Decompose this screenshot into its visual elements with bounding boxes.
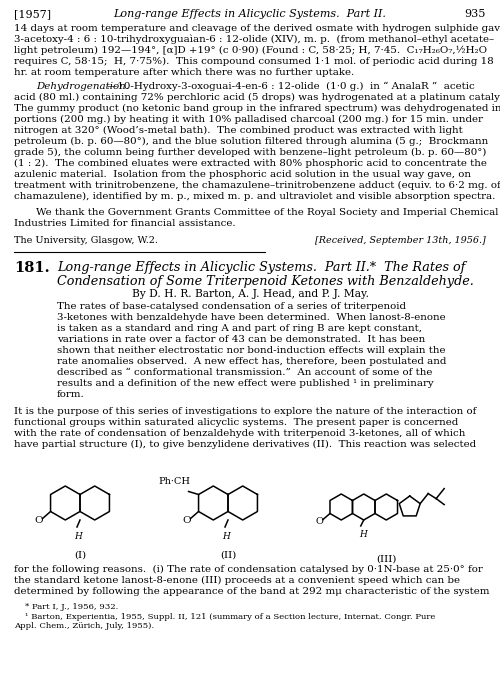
Text: have partial structure (I), to give benzylidene derivatives (II).  This reaction: have partial structure (I), to give benz… (14, 440, 476, 449)
Text: It is the purpose of this series of investigations to explore the nature of the : It is the purpose of this series of inve… (14, 407, 476, 416)
Text: Long-range Effects in Alicyclic Systems.  Part II.*  The Rates of: Long-range Effects in Alicyclic Systems.… (57, 261, 466, 274)
Text: By D. H. R. Barton, A. J. Head, and P. J. May.: By D. H. R. Barton, A. J. Head, and P. J… (132, 289, 368, 299)
Text: 181.: 181. (14, 261, 50, 275)
Text: O: O (315, 517, 323, 526)
Text: described as “ conformational transmission.”  An account of some of the: described as “ conformational transmissi… (57, 368, 432, 377)
Text: Long-range Effects in Alicyclic Systems.  Part II.: Long-range Effects in Alicyclic Systems.… (114, 9, 386, 19)
Text: form.: form. (57, 390, 85, 399)
Text: shown that neither electrostatic nor bond-induction effects will explain the: shown that neither electrostatic nor bon… (57, 346, 446, 355)
Text: nitrogen at 320° (Wood’s-metal bath).  The combined product was extracted with l: nitrogen at 320° (Wood’s-metal bath). Th… (14, 126, 463, 135)
Text: for the following reasons.  (i) The rate of condensation catalysed by 0·1N-base : for the following reasons. (i) The rate … (14, 565, 483, 574)
Text: H: H (359, 530, 366, 539)
Text: H: H (74, 532, 82, 541)
Text: * Part I, J., 1956, 932.: * Part I, J., 1956, 932. (25, 603, 118, 611)
Text: azulenic material.  Isolation from the phosphoric acid solution in the usual way: azulenic material. Isolation from the ph… (14, 170, 471, 179)
Text: is taken as a standard and ring A and part of ring B are kept constant,: is taken as a standard and ring A and pa… (57, 324, 422, 333)
Text: (1 : 2).  The combined eluates were extracted with 80% phosphoric acid to concen: (1 : 2). The combined eluates were extra… (14, 159, 487, 168)
Text: (III): (III) (376, 555, 396, 564)
Text: ¹ Barton, Experientia, 1955, Suppl. II, 121 (summary of a Section lecture, Inter: ¹ Barton, Experientia, 1955, Suppl. II, … (25, 613, 436, 621)
Text: (I): (I) (74, 551, 86, 560)
Text: Appl. Chem., Zürich, July, 1955).: Appl. Chem., Zürich, July, 1955). (14, 622, 154, 630)
Text: 3-ketones with benzaldehyde have been determined.  When lanost-8-enone: 3-ketones with benzaldehyde have been de… (57, 313, 446, 322)
Text: results and a definition of the new effect were published ¹ in preliminary: results and a definition of the new effe… (57, 379, 434, 388)
Text: determined by following the appearance of the band at 292 mμ characteristic of t: determined by following the appearance o… (14, 587, 490, 596)
Text: —10-Hydroxy-3-oxoguai-4-en-6 : 12-olide  (1·0 g.)  in “ AnalaR ”  acetic: —10-Hydroxy-3-oxoguai-4-en-6 : 12-olide … (107, 82, 475, 92)
Text: H: H (222, 532, 230, 541)
Text: rate anomalies observed.  A new effect has, therefore, been postulated and: rate anomalies observed. A new effect ha… (57, 357, 446, 366)
Text: variations in rate over a factor of 43 can be demonstrated.  It has been: variations in rate over a factor of 43 c… (57, 335, 425, 344)
Text: light petroleum) 192—194°, [α]D +19° (c 0·90) (Found : C, 58·25; H, 7·45.  C₁₇H₂: light petroleum) 192—194°, [α]D +19° (c … (14, 46, 487, 55)
Text: [1957]: [1957] (14, 9, 51, 19)
Text: Dehydrogenation.: Dehydrogenation. (36, 82, 129, 91)
Text: [Received, September 13th, 1956.]: [Received, September 13th, 1956.] (316, 236, 486, 245)
Text: O: O (182, 516, 191, 525)
Text: functional groups within saturated alicyclic systems.  The present paper is conc: functional groups within saturated alicy… (14, 418, 458, 427)
Text: petroleum (b. p. 60—80°), and the blue solution filtered through alumina (5 g.; : petroleum (b. p. 60—80°), and the blue s… (14, 137, 488, 146)
Text: the standard ketone lanost-8-enone (III) proceeds at a convenient speed which ca: the standard ketone lanost-8-enone (III)… (14, 576, 460, 585)
Text: chamazulene), identified by m. p., mixed m. p. and ultraviolet and visible absor: chamazulene), identified by m. p., mixed… (14, 192, 496, 201)
Text: acid (80 ml.) containing 72% perchloric acid (5 drops) was hydrogenated at a pla: acid (80 ml.) containing 72% perchloric … (14, 93, 500, 102)
Text: Industries Limited for financial assistance.: Industries Limited for financial assista… (14, 219, 235, 228)
Text: grade 5), the column being further developed with benzene–light petroleum (b. p.: grade 5), the column being further devel… (14, 148, 486, 157)
Text: requires C, 58·15;  H, 7·75%).  This compound consumed 1·1 mol. of periodic acid: requires C, 58·15; H, 7·75%). This compo… (14, 57, 494, 66)
Text: 935: 935 (464, 9, 486, 19)
Text: (II): (II) (220, 551, 236, 560)
Text: Ph·CH: Ph·CH (158, 477, 190, 485)
Text: 3-acetoxy-4 : 6 : 10-trihydroxyguaìan-6 : 12-olide (XIV), m. p.  (from methanol–: 3-acetoxy-4 : 6 : 10-trihydroxyguaìan-6 … (14, 35, 494, 45)
Text: portions (200 mg.) by heating it with 10% palladised charcoal (200 mg.) for 15 m: portions (200 mg.) by heating it with 10… (14, 115, 483, 124)
Text: The University, Glasgow, W.2.: The University, Glasgow, W.2. (14, 236, 158, 245)
Text: O: O (34, 516, 43, 525)
Text: with the rate of condensation of benzaldehyde with triterpenoid 3-ketones, all o: with the rate of condensation of benzald… (14, 429, 466, 438)
Text: treatment with trinitrobenzene, the chamazulene–trinitrobenzene adduct (equiv. t: treatment with trinitrobenzene, the cham… (14, 181, 500, 190)
Text: hr. at room temperature after which there was no further uptake.: hr. at room temperature after which ther… (14, 68, 354, 77)
Text: Condensation of Some Triterpenoid Ketones with Benzaldehyde.: Condensation of Some Triterpenoid Ketone… (57, 275, 474, 288)
Text: 14 days at room temperature and cleavage of the derived osmate with hydrogen sul: 14 days at room temperature and cleavage… (14, 24, 500, 33)
Text: We thank the Government Grants Committee of the Royal Society and Imperial Chemi: We thank the Government Grants Committee… (36, 208, 498, 217)
Text: The rates of base-catalysed condensation of a series of triterpenoid: The rates of base-catalysed condensation… (57, 302, 406, 311)
Text: The gummy product (no ketonic band group in the infrared spectrum) was dehydroge: The gummy product (no ketonic band group… (14, 104, 500, 113)
